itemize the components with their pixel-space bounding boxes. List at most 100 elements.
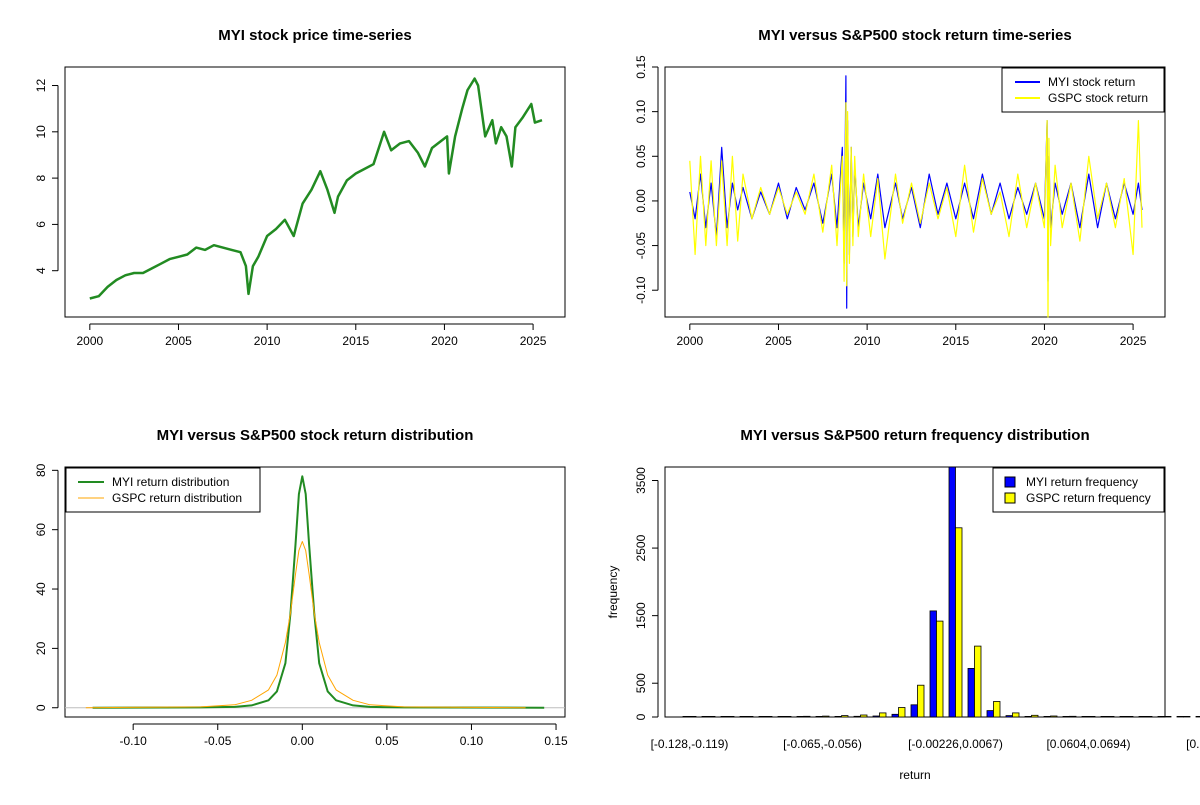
gspc-frequency-bar: [879, 712, 887, 718]
x-tick-label: 2025: [520, 334, 547, 348]
myi-density-line: [92, 475, 545, 709]
x-tick-label: 2000: [76, 334, 103, 348]
gspc-frequency-bar: [1050, 715, 1058, 718]
gspc-frequency-bar: [917, 684, 925, 718]
x-tick-label: [-0.00226,0.0067): [908, 737, 1003, 751]
y-tick-label: 0: [34, 704, 48, 711]
x-tick-label: 2005: [165, 334, 192, 348]
gspc-frequency-bar: [1031, 714, 1039, 718]
legend-label-myi: MYI return distribution: [112, 475, 229, 489]
plot-frame: [664, 66, 1166, 318]
gspc-frequency-bar: [784, 716, 792, 718]
gspc-frequency-bar: [803, 715, 811, 718]
myi-frequency-bar: [948, 466, 956, 718]
chart-title: MYI versus S&P500 stock return time-seri…: [758, 27, 1071, 44]
myi-frequency-bar: [1100, 716, 1108, 718]
gspc-frequency-bar: [1183, 716, 1191, 718]
myi-frequency-bar: [815, 716, 823, 718]
legend-label-gspc: GSPC stock return: [1048, 91, 1148, 105]
x-tick-label: 2020: [1031, 334, 1058, 348]
y-tick-label: 8: [34, 174, 48, 181]
myi-frequency-bar: [1024, 716, 1032, 718]
myi-frequency-bar: [682, 716, 690, 718]
gspc-frequency-bar: [708, 716, 716, 718]
x-tick-label: 2010: [254, 334, 281, 348]
y-axis-label: frequency: [606, 566, 620, 619]
y-tick-label: -0.10: [634, 276, 648, 304]
x-tick-label: 0.15: [544, 734, 568, 748]
myi-frequency-bar: [1081, 716, 1089, 718]
x-tick-label: 0.05: [375, 734, 399, 748]
return-panel: MYI versus S&P500 stock return time-seri…: [634, 27, 1166, 348]
x-tick-label: 2020: [431, 334, 458, 348]
legend: MYI return distribution GSPC return dist…: [65, 467, 261, 513]
x-tick-label: -0.05: [204, 734, 232, 748]
price-line: [89, 77, 543, 300]
legend-label-gspc: GSPC return frequency: [1026, 491, 1151, 505]
myi-frequency-bar: [701, 716, 709, 718]
gspc-frequency-bar: [689, 716, 697, 718]
y-tick-label: 40: [34, 582, 48, 596]
legend-box: [1001, 67, 1165, 113]
x-tick-label: 2015: [342, 334, 369, 348]
y-tick-label: 0.00: [634, 189, 648, 213]
chart-title: MYI versus S&P500 return frequency distr…: [740, 427, 1089, 444]
y-tick-label: 2500: [634, 534, 648, 561]
y-tick-label: 80: [34, 463, 48, 477]
plot-frame: [64, 66, 566, 318]
gspc-frequency-bar: [1012, 712, 1020, 718]
legend-swatch-myi: [1004, 476, 1016, 488]
chart-title: MYI stock price time-series: [218, 27, 411, 44]
legend: MYI return frequency GSPC return frequen…: [992, 467, 1165, 513]
myi-frequency-bar: [739, 716, 747, 718]
x-tick-label: 0.10: [460, 734, 484, 748]
y-tick-label: 0: [634, 713, 648, 720]
gspc-frequency-bar: [841, 715, 849, 718]
legend-label-myi: MYI return frequency: [1026, 475, 1138, 489]
y-tick-label: 60: [34, 523, 48, 537]
myi-frequency-bar: [872, 715, 880, 718]
y-tick-label: -0.05: [634, 232, 648, 260]
myi-frequency-bar: [910, 704, 918, 718]
myi-frequency-bar: [720, 716, 728, 718]
myi-frequency-bar: [796, 716, 804, 718]
price-panel: MYI stock price time-series 2000 2005 2010…: [34, 27, 566, 348]
y-tick-label: 20: [34, 641, 48, 655]
gspc-return-line: [689, 102, 1143, 318]
gspc-frequency-bar: [765, 716, 773, 718]
gspc-frequency-bar: [993, 701, 1001, 718]
x-tick-label: [0.0604,0.0694): [1046, 737, 1130, 751]
myi-frequency-bar: [1157, 716, 1165, 718]
y-tick-label: 1500: [634, 602, 648, 629]
y-tick-label: 6: [34, 221, 48, 228]
myi-frequency-bar: [1176, 716, 1184, 718]
myi-frequency-bar: [1195, 716, 1200, 718]
x-tick-label: 2015: [942, 334, 969, 348]
x-tick-label: [-0.065,-0.056): [783, 737, 862, 751]
myi-frequency-bar: [1005, 715, 1013, 718]
gspc-frequency-bar: [746, 716, 754, 718]
y-tick-label: 12: [34, 79, 48, 93]
myi-frequency-bar: [1043, 716, 1051, 718]
x-tick-label: 2005: [765, 334, 792, 348]
gspc-frequency-bar: [1069, 715, 1077, 718]
myi-frequency-bar: [1119, 716, 1127, 718]
density-panel: MYI versus S&P500 stock return distribut…: [34, 427, 568, 748]
gspc-density-line: [85, 541, 526, 709]
myi-frequency-bar: [834, 716, 842, 718]
legend-label-myi: MYI stock return: [1048, 75, 1135, 89]
y-tick-label: 500: [634, 673, 648, 693]
y-tick-label: 0.05: [634, 144, 648, 168]
gspc-frequency-bar: [1088, 716, 1096, 718]
chart-title: MYI versus S&P500 stock return distribut…: [157, 427, 474, 444]
y-tick-label: 3500: [634, 467, 648, 494]
y-tick-label: 4: [34, 267, 48, 274]
myi-frequency-bar: [777, 716, 785, 718]
y-tick-label: 10: [34, 125, 48, 139]
myi-frequency-bar: [1138, 716, 1146, 718]
gspc-frequency-bar: [1164, 716, 1172, 718]
myi-frequency-bar: [891, 713, 899, 718]
myi-frequency-bar: [986, 710, 994, 718]
x-tick-label: [0.123,0.132): [1186, 737, 1200, 751]
